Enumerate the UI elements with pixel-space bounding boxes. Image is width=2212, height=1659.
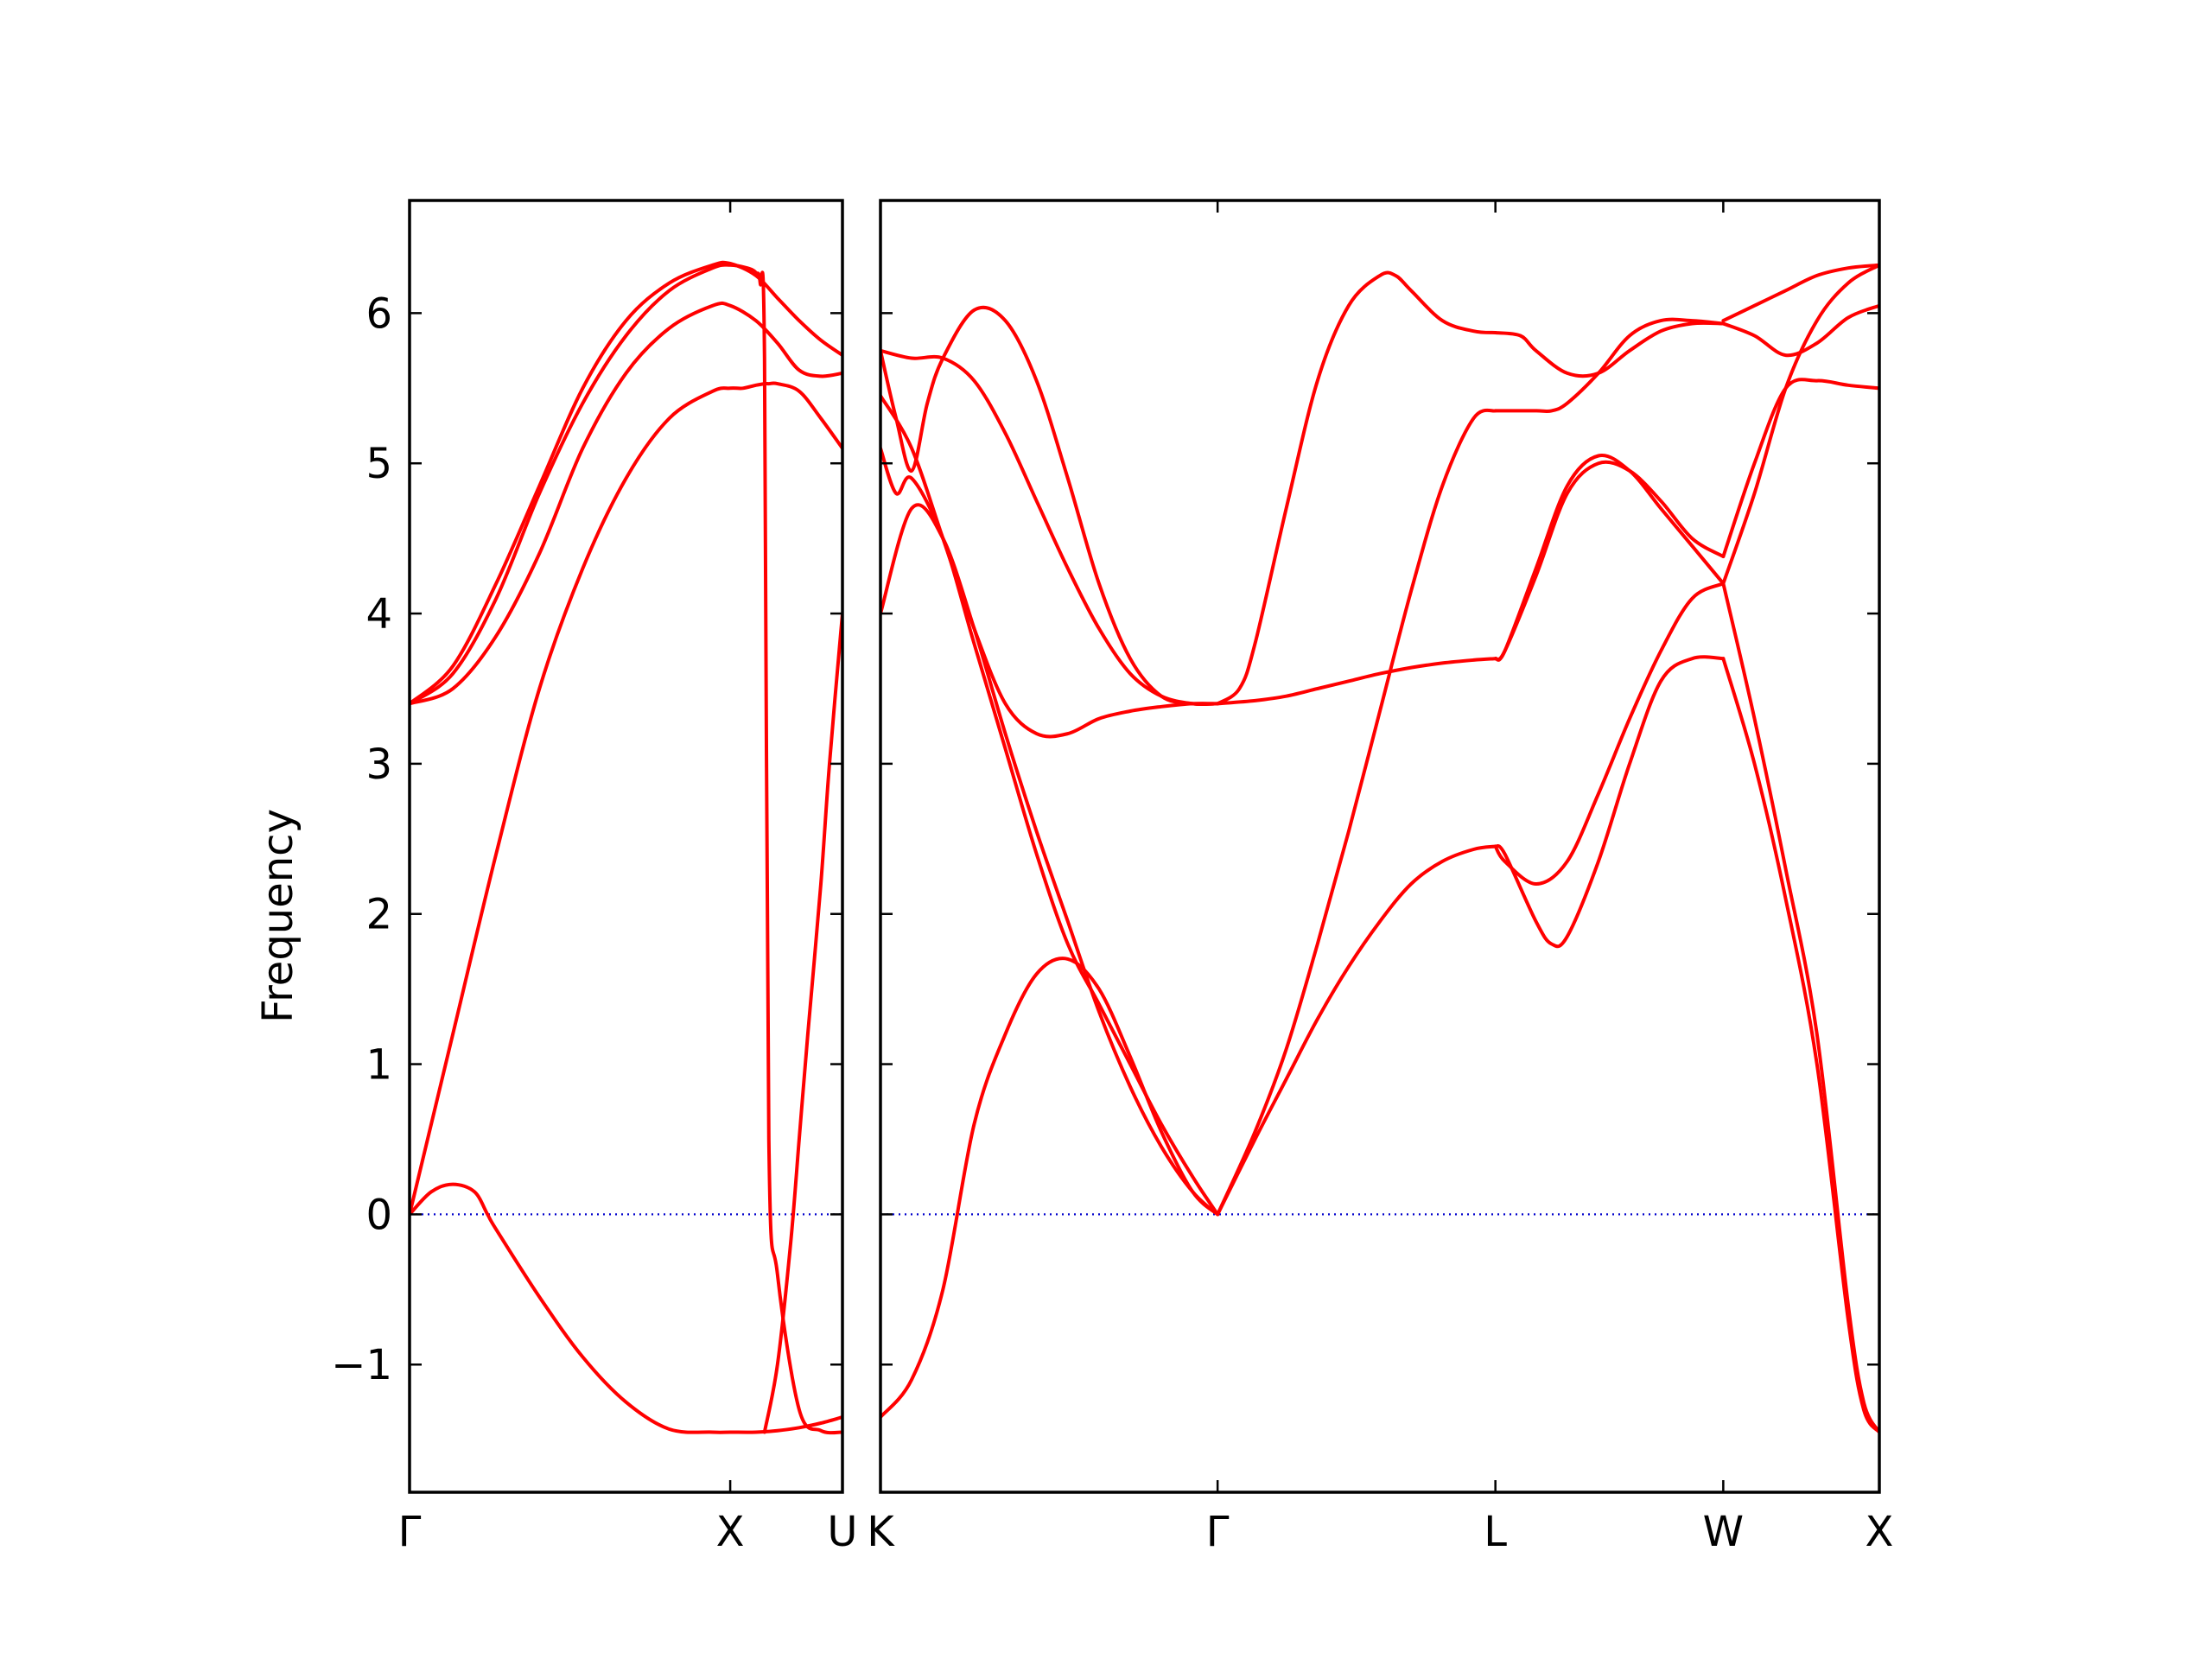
x-tick-label: W: [1703, 1508, 1744, 1556]
band-line-2-11: [1493, 655, 1726, 949]
band-line-2-14: [1493, 460, 1726, 662]
band-line-1-1: [410, 1182, 842, 1434]
y-tick-label: 1: [365, 1041, 392, 1090]
x-tick-label: X: [716, 1508, 745, 1556]
band-line-1-3: [410, 263, 842, 1435]
band-line-2-12: [1493, 582, 1726, 886]
band-line-1-6: [762, 612, 842, 1434]
y-tick-label: 2: [365, 891, 392, 939]
plot-frame: [408, 199, 844, 1494]
y-tick-label: −1: [331, 1341, 392, 1389]
band-line-2-18: [1721, 582, 1879, 1434]
y-tick-label: 0: [365, 1191, 392, 1239]
band-line-2-19: [1721, 263, 1879, 586]
band-line-2-7: [1216, 844, 1497, 1217]
x-tick-label: X: [1866, 1508, 1894, 1556]
x-tick-label: Γ: [398, 1508, 422, 1556]
y-axis-title: Frequency: [254, 809, 302, 1023]
y-tick-label: 3: [365, 741, 392, 789]
band-line-2-3: [880, 446, 1220, 1217]
band-line-2-13: [1493, 454, 1726, 662]
band-line-2-22: [1721, 263, 1879, 323]
y-tick-label: 6: [365, 289, 392, 338]
band-line-1-2: [410, 381, 842, 1217]
y-tick-label: 4: [365, 590, 392, 639]
band-line-2-6: [880, 305, 1220, 707]
band-line-2-8: [1216, 408, 1497, 1217]
band-line-2-1: [880, 957, 1220, 1420]
band-line-2-15: [1493, 317, 1726, 414]
band-line-1-4: [410, 301, 842, 706]
x-tick-label: L: [1484, 1508, 1507, 1556]
band-line-2-4: [880, 394, 1220, 739]
band-line-2-21: [1721, 303, 1879, 358]
band-line-2-2: [880, 503, 1220, 1217]
band-line-1-5: [410, 260, 842, 706]
x-tick-label: Γ: [1206, 1508, 1230, 1556]
band-line-2-20: [1721, 378, 1879, 558]
band-line-2-10: [1216, 270, 1497, 706]
band-line-2-9: [1216, 657, 1497, 706]
plot-frame: [879, 199, 1881, 1494]
y-tick-label: 5: [365, 440, 392, 488]
band-line-2-16: [1493, 321, 1726, 378]
band-line-2-17: [1721, 657, 1879, 1434]
panel-left: −1 0 1 2 3 4 5 6 Γ X U: [331, 199, 858, 1556]
x-tick-label: K: [867, 1508, 895, 1556]
band-line-2-5: [880, 348, 1220, 707]
x-tick-label: U: [827, 1508, 857, 1556]
